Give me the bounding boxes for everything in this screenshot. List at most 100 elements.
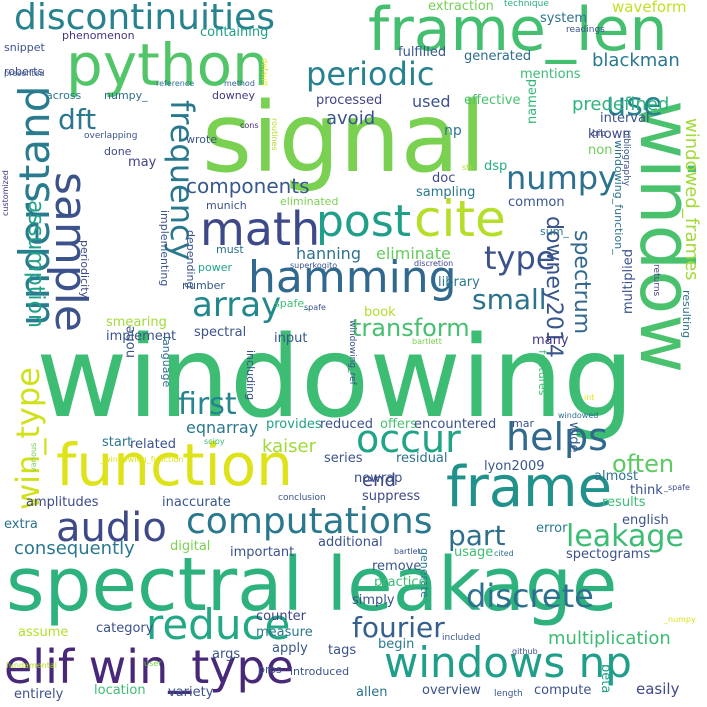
word-book: book <box>364 305 396 320</box>
word-computations: computations <box>186 501 433 542</box>
word-numpy-: numpy_ <box>104 89 148 102</box>
word-language: language <box>160 336 173 388</box>
word-post: post <box>316 196 412 247</box>
word-implementing: implementing <box>158 210 171 287</box>
word-phenomenon: phenomenon <box>62 29 135 42</box>
word-windows-np: windows np <box>384 638 632 687</box>
word-system: system <box>540 11 587 26</box>
word-wide: wide <box>566 422 581 453</box>
word-processed: processed <box>316 93 383 108</box>
word-np: np <box>444 123 462 139</box>
word-spafe-prefixed: _spafe <box>664 483 690 492</box>
word-method: method <box>224 79 255 88</box>
word-spafe: spafe <box>304 303 326 312</box>
word-overview: overview <box>422 683 481 698</box>
word-usage: usage <box>454 545 494 560</box>
word-discontinuities: discontinuities <box>14 0 276 38</box>
word-introduced: introduced <box>290 665 350 678</box>
word-multiplication: multiplication <box>548 628 671 649</box>
word-tags: tags <box>328 643 357 658</box>
word-start: start <box>102 435 133 450</box>
word-waveform: waveform <box>612 0 687 16</box>
word-almost: almost <box>594 469 639 484</box>
word-doc: doc <box>432 171 456 186</box>
word-category: category <box>96 621 154 636</box>
word-int: int <box>584 393 595 402</box>
word-inaccurate: inaccurate <box>162 495 231 510</box>
word-downey: downey <box>212 89 255 102</box>
word-power: power <box>198 261 232 274</box>
word-reduced: reduced <box>320 417 373 432</box>
word-fundamental: fundamental <box>6 661 57 670</box>
word-discrete: discrete <box>466 577 594 615</box>
word-elif-win-type: elif win_type <box>4 640 294 694</box>
word-user: user <box>144 659 162 668</box>
word-amplitudes: amplitudes <box>26 495 99 510</box>
word-routines: routines <box>270 118 279 151</box>
word-reference: reference <box>156 79 195 88</box>
word-lyon2009: lyon2009 <box>484 459 545 474</box>
word-first: first <box>178 387 237 422</box>
word-sum-: sum_ <box>540 225 569 238</box>
word-residual: residual <box>396 451 448 466</box>
word-customized: customized <box>1 170 10 216</box>
word-effective: effective <box>464 93 521 108</box>
word-windowing-ref: windowing_ref <box>347 320 357 385</box>
word-spafe-: spafe_ <box>274 297 310 310</box>
word-occur: occur <box>356 417 461 461</box>
word-additional: additional <box>318 535 383 550</box>
word-input: input <box>274 331 308 346</box>
word-various: various <box>29 442 38 472</box>
word-none: none <box>123 325 138 358</box>
word-included: included <box>442 633 481 643</box>
word-digital: digital <box>170 539 211 554</box>
word-spectrum: spectrum <box>569 230 594 335</box>
word-part: part <box>448 519 506 552</box>
word-signal: signal <box>202 82 486 194</box>
word-variety: variety <box>168 685 214 700</box>
word-predefined: predefined <box>572 94 670 115</box>
word-practice: practice <box>374 575 427 590</box>
word-audio: audio <box>56 505 167 551</box>
word-windowed: windowed <box>558 411 599 420</box>
word-snippet: snippet <box>4 41 45 54</box>
word-fourier: fourier <box>352 611 445 644</box>
word-many: many <box>532 333 569 348</box>
word-leakage: leakage <box>566 519 684 554</box>
word-python: python <box>66 31 269 99</box>
word-pros: pros <box>258 663 282 676</box>
word-error: error <box>536 521 568 536</box>
word-named: named <box>525 78 540 124</box>
word-blackman: blackman <box>592 50 680 71</box>
word-interval: interval <box>600 111 650 126</box>
word-apply: apply <box>272 641 308 656</box>
word-resulting: resulting <box>680 290 693 339</box>
word-readings: readings <box>566 25 605 35</box>
word-encountered: encountered <box>414 417 497 432</box>
word-cite: cite <box>414 190 506 248</box>
word-cited: cited <box>494 549 514 558</box>
word-multiplied: multiplied <box>621 249 636 314</box>
word-sampling: sampling <box>416 185 476 200</box>
word-spectral-leakage: spectral leakage <box>6 542 618 628</box>
word-common: common <box>508 195 565 210</box>
word-nowrap: nowrap <box>354 471 403 486</box>
word-may: may <box>128 155 157 170</box>
word-compute: compute <box>534 683 592 698</box>
word-windowing-function-: windowing_function_ <box>612 140 625 255</box>
word-non: non <box>588 143 613 158</box>
word-assumption: assumption <box>23 200 48 328</box>
word-components: components <box>186 174 310 198</box>
word-location: location <box>94 683 146 698</box>
word-english: english <box>622 513 669 528</box>
word-easily: easily <box>636 680 680 698</box>
word-counter: counter <box>256 609 307 624</box>
word-measure: measure <box>256 625 313 640</box>
word-numpy: numpy <box>506 159 617 197</box>
word-kaiser: kaiser <box>262 436 316 457</box>
word-small: small <box>472 283 547 316</box>
word-features: features <box>536 350 549 396</box>
word-series: series <box>324 451 363 466</box>
word-numpy-prefixed: _numpy <box>664 615 696 624</box>
